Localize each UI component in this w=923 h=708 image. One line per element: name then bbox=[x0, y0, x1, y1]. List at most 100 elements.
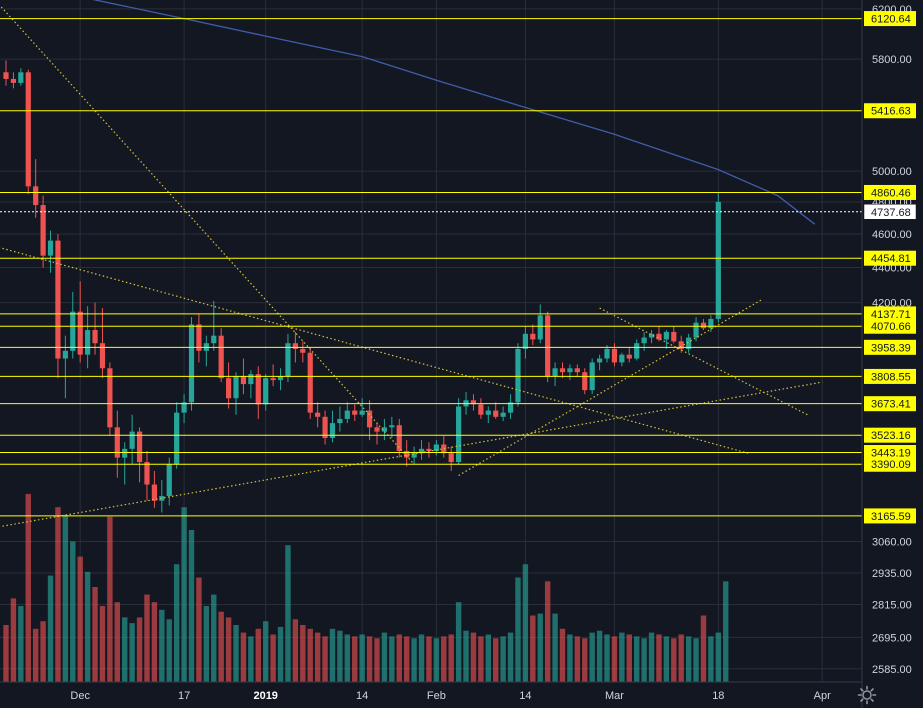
candle bbox=[114, 410, 120, 478]
candle-body bbox=[366, 410, 373, 428]
volume-bar bbox=[418, 634, 425, 682]
level-label-box bbox=[864, 306, 916, 322]
volume-bar bbox=[329, 628, 336, 682]
candle-body bbox=[107, 368, 113, 428]
candle-body bbox=[122, 448, 128, 458]
candle bbox=[515, 343, 521, 407]
level-label-box bbox=[864, 508, 916, 524]
candle bbox=[92, 302, 98, 355]
price-tick-label: 2815.00 bbox=[872, 599, 912, 611]
level-label-box bbox=[864, 368, 916, 384]
candle bbox=[381, 418, 388, 441]
price-tick-label: 2935.00 bbox=[872, 568, 912, 580]
candle bbox=[663, 330, 669, 349]
candle bbox=[248, 370, 254, 399]
volume-bar bbox=[671, 638, 677, 682]
candle-body bbox=[634, 343, 640, 359]
level-label-box bbox=[864, 11, 916, 27]
level-label: 5416.63 bbox=[871, 106, 911, 118]
volume-bar bbox=[389, 636, 395, 682]
candle bbox=[426, 442, 432, 458]
volume-bar bbox=[337, 630, 343, 682]
candle bbox=[188, 317, 195, 411]
volume-bar bbox=[656, 634, 662, 682]
level-label-box bbox=[864, 445, 916, 461]
candle-body bbox=[47, 240, 54, 256]
candle-body bbox=[619, 354, 625, 363]
volume-bar bbox=[366, 636, 373, 682]
candle bbox=[18, 68, 24, 86]
candle-body bbox=[626, 354, 632, 359]
candle-body bbox=[233, 376, 239, 399]
candle-body bbox=[18, 72, 24, 83]
volume-bar bbox=[32, 628, 39, 682]
trendline bbox=[458, 298, 764, 476]
candle-body bbox=[426, 448, 432, 452]
candle-body bbox=[25, 72, 31, 187]
candle-body bbox=[255, 374, 261, 405]
candle bbox=[656, 326, 662, 342]
candle-body bbox=[530, 333, 536, 340]
candle-body bbox=[359, 410, 365, 415]
volume-bar bbox=[92, 587, 98, 682]
candle-body bbox=[478, 404, 484, 415]
candle bbox=[122, 442, 128, 485]
volume-bar bbox=[693, 638, 699, 682]
level-label: 3523.16 bbox=[871, 430, 911, 442]
candle bbox=[47, 230, 54, 273]
candle-body bbox=[656, 333, 662, 340]
candle-body bbox=[552, 368, 558, 377]
candle bbox=[686, 333, 692, 353]
volume-bar bbox=[611, 636, 618, 682]
candle-body bbox=[62, 350, 68, 359]
candle bbox=[366, 400, 373, 441]
level-label-box bbox=[864, 427, 916, 443]
level-label: 4454.81 bbox=[871, 253, 911, 265]
last-price-label: 4737.68 bbox=[871, 207, 911, 219]
candle bbox=[604, 345, 610, 363]
candle bbox=[619, 352, 625, 367]
moving-average-layer bbox=[92, 0, 816, 225]
volume-bar bbox=[522, 564, 529, 682]
candle-body bbox=[381, 427, 388, 432]
volume-bar bbox=[530, 615, 536, 682]
candle-body bbox=[700, 322, 707, 329]
time-tick-label: Mar bbox=[605, 690, 624, 702]
candle bbox=[485, 406, 491, 424]
candle bbox=[552, 362, 558, 387]
volume-bar bbox=[159, 609, 165, 682]
trendline bbox=[0, 381, 823, 528]
volume-bar bbox=[574, 636, 581, 682]
candle-body bbox=[559, 368, 566, 373]
volume-bar bbox=[307, 628, 313, 682]
volume-bar bbox=[55, 507, 61, 682]
volume-bar bbox=[99, 606, 106, 682]
volume-bar bbox=[634, 636, 640, 682]
volume-bar bbox=[552, 613, 558, 682]
candle-body bbox=[10, 78, 17, 83]
candle bbox=[522, 326, 528, 359]
candle bbox=[374, 423, 380, 445]
volume-bar bbox=[77, 556, 83, 682]
volume-bar bbox=[478, 636, 484, 682]
volume-bar bbox=[507, 632, 514, 682]
gear-icon[interactable] bbox=[856, 684, 878, 706]
candle-body bbox=[515, 348, 521, 403]
candle-body bbox=[582, 372, 588, 391]
volume-bar bbox=[544, 581, 551, 682]
price-tick-label: 5800.00 bbox=[872, 54, 912, 66]
candle bbox=[151, 470, 157, 508]
volume-bar bbox=[485, 634, 491, 682]
candle bbox=[671, 326, 677, 344]
candle-body bbox=[166, 464, 172, 497]
volume-bar bbox=[285, 545, 291, 682]
candle bbox=[3, 60, 9, 86]
candle bbox=[411, 446, 417, 465]
candle-body bbox=[537, 315, 543, 340]
candle bbox=[270, 364, 276, 387]
volume-bar bbox=[441, 636, 447, 682]
candle bbox=[715, 192, 721, 323]
level-label-box bbox=[864, 184, 916, 200]
